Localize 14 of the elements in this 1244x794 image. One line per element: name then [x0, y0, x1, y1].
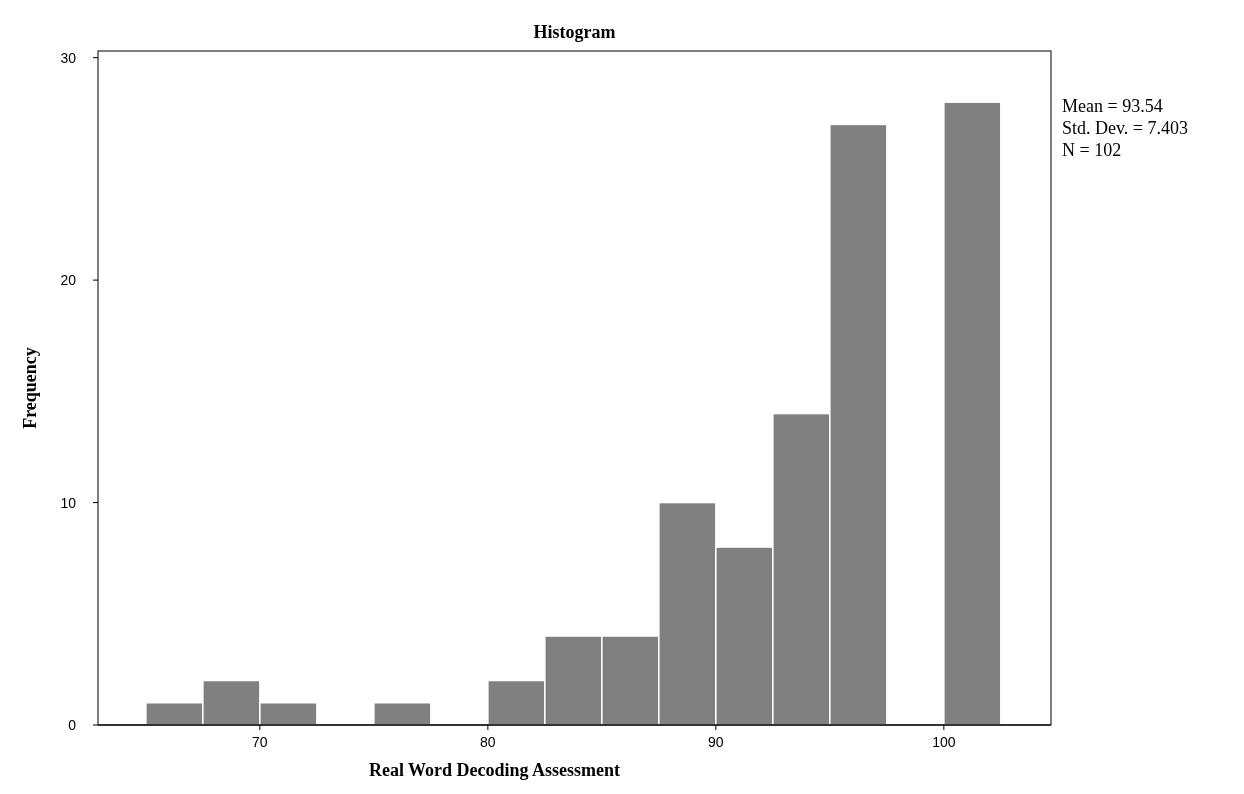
x-axis-title: Real Word Decoding Assessment: [368, 760, 621, 780]
text: N = 102: [1062, 140, 1122, 160]
chart-title: Histogram: [533, 22, 616, 42]
text: Mean = 93.54: [1062, 96, 1163, 116]
x-tick-label: 90: [708, 734, 724, 750]
y-tick-label: 30: [60, 49, 77, 66]
text: Std. Dev. = 7.403: [1062, 118, 1188, 138]
x-tick-label: 70: [252, 734, 268, 750]
y-tick-label: 0: [68, 717, 77, 733]
y-axis-title: Frequency: [20, 347, 40, 429]
x-tick-label: 100: [932, 734, 956, 750]
y-tick-label: 20: [60, 272, 77, 289]
y-tick-label: 10: [60, 494, 77, 511]
x-tick-label: 80: [480, 734, 496, 750]
